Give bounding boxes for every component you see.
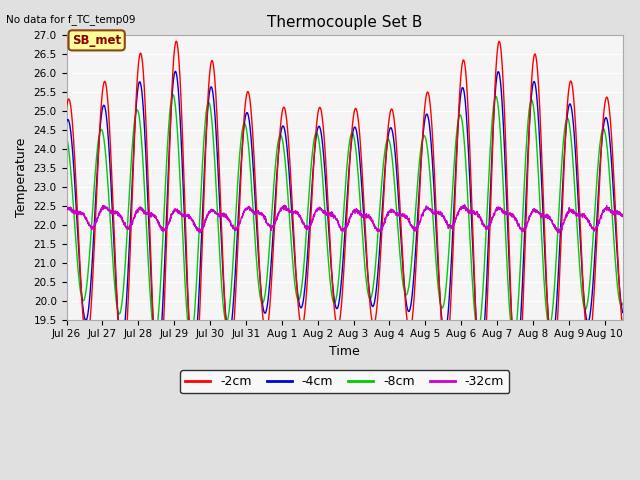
X-axis label: Time: Time bbox=[329, 345, 360, 358]
Text: SB_met: SB_met bbox=[72, 34, 121, 47]
Y-axis label: Temperature: Temperature bbox=[15, 138, 28, 217]
Text: No data for f_TC_temp09: No data for f_TC_temp09 bbox=[6, 14, 136, 25]
Title: Thermocouple Set B: Thermocouple Set B bbox=[267, 15, 422, 30]
Legend: -2cm, -4cm, -8cm, -32cm: -2cm, -4cm, -8cm, -32cm bbox=[180, 370, 509, 393]
